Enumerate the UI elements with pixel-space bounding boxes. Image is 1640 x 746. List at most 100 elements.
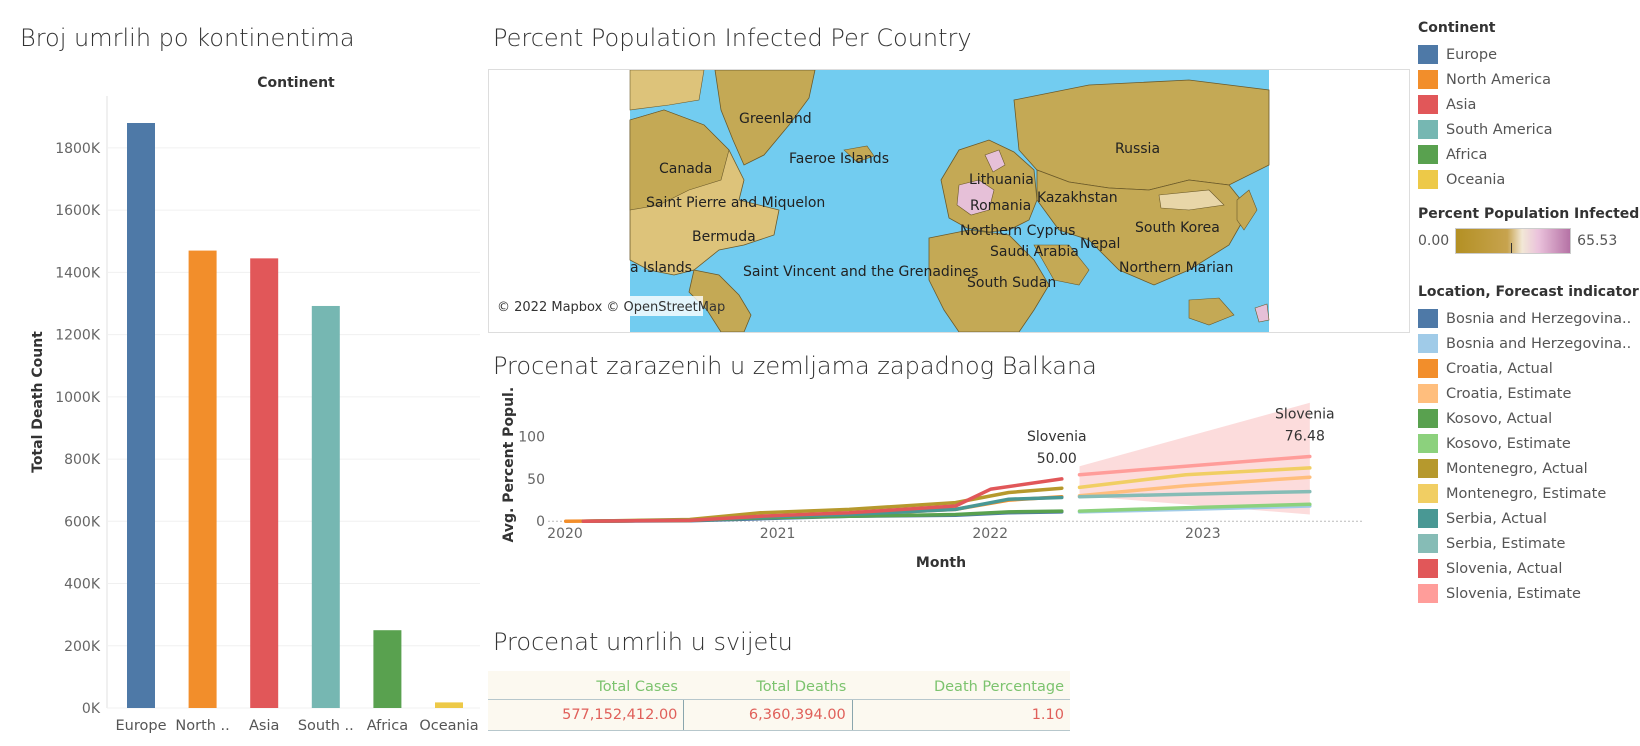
map-container[interactable]: Greenland Canada Faeroe Islands Russia Lithu… xyxy=(488,69,1410,333)
line-x-tick-label: 2023 xyxy=(1185,526,1221,542)
pacific-island-shape[interactable] xyxy=(1254,303,1270,323)
line-y-tick-label: 0 xyxy=(536,514,545,530)
continent-legend-label: South America xyxy=(1446,121,1553,138)
location-legend-item[interactable]: Croatia, Estimate xyxy=(1418,381,1640,406)
map-label-nepal: Nepal xyxy=(1080,236,1120,252)
line-y-tick-label: 50 xyxy=(527,472,545,488)
world-map[interactable]: Greenland Canada Faeroe Islands Russia Lithu… xyxy=(489,69,1409,333)
greenland-shape[interactable] xyxy=(714,69,816,166)
location-legend-item[interactable]: Bosnia and Herzegovina.. xyxy=(1418,331,1640,356)
location-legend-item[interactable]: Kosovo, Estimate xyxy=(1418,431,1640,456)
bar-north[interactable] xyxy=(188,250,217,709)
location-legend-label: Serbia, Estimate xyxy=(1446,535,1566,552)
series-montenegro-estimate[interactable] xyxy=(1077,466,1312,490)
bar-y-tick-label: 1200K xyxy=(55,328,101,344)
line-chart: 0 50 100 2020 2021 2022 2023 Month Avg. Percent … xyxy=(501,388,1363,571)
line-chart-title: Procenat zarazenih u zemljama zapadnog B… xyxy=(493,352,1097,380)
cell-total-deaths: 6,360,394.00 xyxy=(683,699,853,731)
map-title: Percent Population Infected Per Country xyxy=(493,24,972,52)
series-serbia-estimate[interactable] xyxy=(1077,489,1312,499)
central-europe-shape[interactable] xyxy=(956,179,995,216)
line-x-axis-label: Month xyxy=(916,555,966,571)
location-legend-swatch xyxy=(1418,434,1438,453)
baltic-shape[interactable] xyxy=(984,149,1006,173)
continent-legend-item[interactable]: Oceania xyxy=(1418,167,1640,192)
location-legend-label: Bosnia and Herzegovina.. xyxy=(1446,335,1632,352)
bar-south[interactable] xyxy=(311,305,340,708)
iceland-shape[interactable] xyxy=(843,145,875,163)
map-label-romania: Romania xyxy=(970,198,1031,214)
bar-chart-header: Continent xyxy=(257,75,335,91)
location-legend: Bosnia and Herzegovina.. Bosnia and Herze… xyxy=(1418,306,1640,606)
bar-x-tick-label: Europe xyxy=(116,718,167,734)
location-legend-item[interactable]: Croatia, Actual xyxy=(1418,356,1640,381)
continent-legend-item[interactable]: Asia xyxy=(1418,92,1640,117)
location-legend-item[interactable]: Slovenia, Estimate xyxy=(1418,581,1640,606)
continent-legend-label: Oceania xyxy=(1446,171,1506,188)
map-label-kazakhstan: Kazakhstan xyxy=(1037,190,1118,206)
continent-legend-item[interactable]: Africa xyxy=(1418,142,1640,167)
series-slovenia-actual[interactable] xyxy=(581,477,1064,523)
location-legend-label: Montenegro, Estimate xyxy=(1446,485,1607,502)
location-legend-item[interactable]: Kosovo, Actual xyxy=(1418,406,1640,431)
bar-oceania[interactable] xyxy=(435,702,463,708)
location-legend-item[interactable]: Montenegro, Actual xyxy=(1418,456,1640,481)
map-label-aislands: a Islands xyxy=(630,260,692,276)
series-croatia-estimate[interactable] xyxy=(1077,475,1312,498)
location-legend-item[interactable]: Bosnia and Herzegovina.. xyxy=(1418,306,1640,331)
bar-chart: Continent 0K 200K 400K 600K 800K 1000K 1200K 140… xyxy=(30,75,480,734)
se-asia-shape[interactable] xyxy=(1188,297,1235,326)
map-label-ncyprus: Northern Cyprus xyxy=(960,223,1075,239)
continent-legend-label: Europe xyxy=(1446,46,1497,63)
map-label-saudi: Saudi Arabia xyxy=(990,244,1079,260)
table-header-row: Total Cases Total Deaths Death Percentag… xyxy=(488,671,1070,700)
location-legend-label: Croatia, Estimate xyxy=(1446,385,1572,402)
cell-death-percentage: 1.10 xyxy=(851,699,1070,731)
japan-shape[interactable] xyxy=(1236,189,1258,231)
location-legend-swatch xyxy=(1418,334,1438,353)
location-legend-label: Slovenia, Actual xyxy=(1446,560,1563,577)
line-x-tick-label: 2020 xyxy=(547,526,583,542)
percent-gradient-bar xyxy=(1455,228,1572,254)
continent-legend-swatch xyxy=(1418,45,1438,64)
continent-legend-swatch xyxy=(1418,170,1438,189)
bar-y-tick-label: 200K xyxy=(64,639,101,655)
line-y-tick-label: 100 xyxy=(518,430,545,446)
bar-europe[interactable] xyxy=(127,123,155,708)
continent-legend-item[interactable]: North America xyxy=(1418,67,1640,92)
legends-panel: Continent Europe North America Asia South A… xyxy=(1418,18,1640,606)
location-legend-item[interactable]: Serbia, Actual xyxy=(1418,506,1640,531)
continent-legend-item[interactable]: Europe xyxy=(1418,42,1640,67)
canada-shape[interactable] xyxy=(629,109,730,211)
bar-x-tick-label: South .. xyxy=(298,718,354,734)
location-legend-item[interactable]: Serbia, Estimate xyxy=(1418,531,1640,556)
bar-asia[interactable] xyxy=(250,258,279,708)
arabia-shape[interactable] xyxy=(1033,244,1090,286)
location-legend-title: Location, Forecast indicator xyxy=(1418,284,1639,300)
location-legend-swatch xyxy=(1418,559,1438,578)
percent-legend: 0.00 65.53 xyxy=(1418,228,1640,254)
location-legend-item[interactable]: Slovenia, Actual xyxy=(1418,556,1640,581)
location-legend-swatch xyxy=(1418,309,1438,328)
continent-legend-label: North America xyxy=(1446,71,1551,88)
bar-y-tick-label: 1800K xyxy=(55,141,101,157)
continent-legend-swatch xyxy=(1418,95,1438,114)
arctic-islands-shape[interactable] xyxy=(629,69,705,111)
annotation-value: 76.48 xyxy=(1285,429,1325,445)
bar-x-tick-label: Oceania xyxy=(419,718,478,734)
russia-shape[interactable] xyxy=(1013,79,1270,191)
percent-legend-max: 65.53 xyxy=(1577,233,1618,249)
series-kosovo-estimate[interactable] xyxy=(1077,502,1312,513)
mongolia-shape[interactable] xyxy=(1158,189,1225,211)
location-legend-item[interactable]: Montenegro, Estimate xyxy=(1418,481,1640,506)
continent-legend-item[interactable]: South America xyxy=(1418,117,1640,142)
location-legend-swatch xyxy=(1418,409,1438,428)
map-label-faeroe: Faeroe Islands xyxy=(789,151,889,167)
header-death-percentage: Death Percentage xyxy=(852,671,1070,700)
location-legend-swatch xyxy=(1418,534,1438,553)
map-attribution[interactable]: © 2022 Mapbox © OpenStreetMap xyxy=(497,300,725,315)
africa-shape[interactable] xyxy=(928,229,1050,333)
series-slovenia-estimate[interactable] xyxy=(1077,454,1312,477)
table-row: 577,152,412.00 6,360,394.00 1.10 xyxy=(488,699,1070,731)
bar-africa[interactable] xyxy=(373,630,402,708)
